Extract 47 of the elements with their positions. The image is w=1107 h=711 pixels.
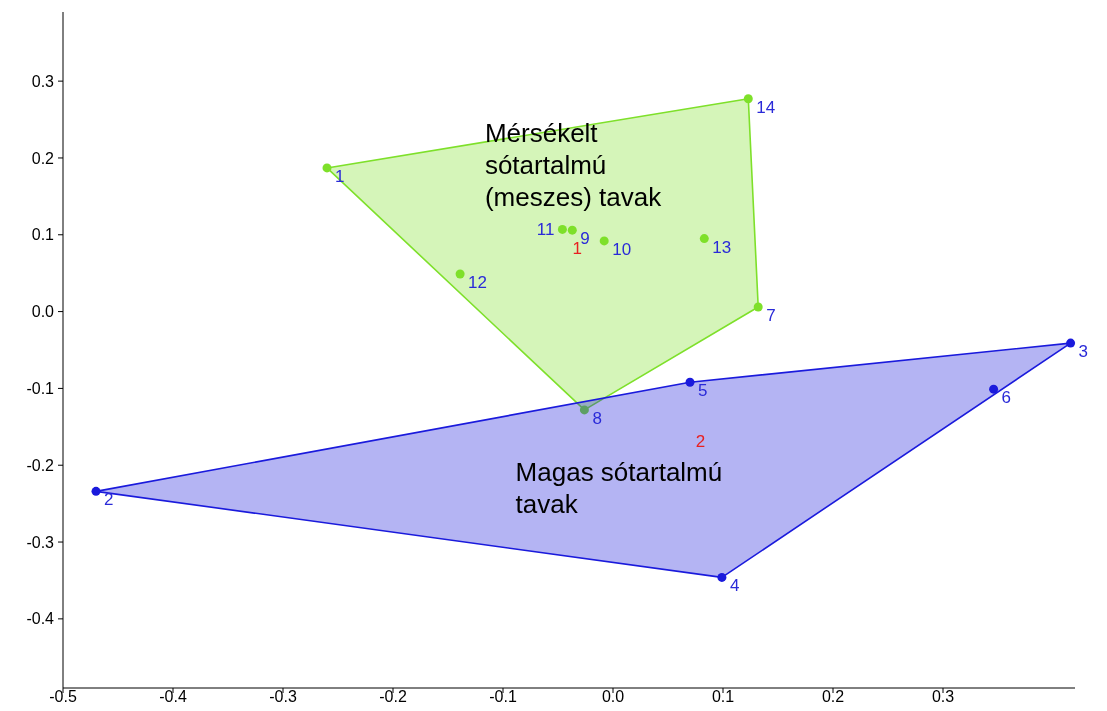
- point: [753, 302, 763, 312]
- point: [567, 225, 577, 235]
- point: [599, 236, 609, 246]
- annotation: 11: [536, 220, 555, 240]
- y-tick-label: -0.3: [26, 533, 55, 551]
- y-tick-label: -0.1: [26, 380, 55, 398]
- x-tick-label: -0.1: [489, 688, 517, 705]
- point: [699, 234, 709, 244]
- y-tick-label: -0.2: [26, 456, 55, 474]
- x-tick-label: -0.3: [269, 688, 297, 705]
- x-tick-label: -0.4: [159, 688, 187, 705]
- point: [717, 572, 727, 582]
- annotation: 2: [695, 431, 706, 451]
- text: Magas sótartalmú tavak: [515, 456, 723, 519]
- x-tick-label: 0.0: [601, 688, 625, 705]
- annotation: 6: [1001, 388, 1012, 408]
- annotation: 12: [468, 272, 488, 292]
- x-tick-label: -0.2: [379, 688, 407, 705]
- point: [455, 269, 465, 279]
- y-tick-label: 0.2: [31, 149, 55, 167]
- y-tick-label: 0.0: [31, 303, 55, 321]
- annotation: 9: [580, 229, 590, 249]
- point: [743, 94, 753, 104]
- x-tick-label: 0.2: [821, 688, 845, 705]
- y-tick-label: -0.4: [26, 610, 55, 628]
- x-tick-label: 0.1: [711, 688, 735, 705]
- annotation: 3: [1078, 342, 1089, 362]
- point: [579, 405, 589, 415]
- annotation: 1: [572, 239, 582, 259]
- point: [685, 377, 695, 387]
- point: [1066, 338, 1076, 348]
- annotation: 4: [729, 576, 740, 596]
- annotation: 13: [712, 237, 732, 257]
- point: [322, 163, 332, 173]
- annotation: 10: [612, 239, 632, 259]
- y-tick-label: 0.1: [31, 226, 55, 244]
- x-tick-label: 0.3: [931, 688, 955, 705]
- point: [989, 384, 999, 394]
- point: [91, 486, 101, 496]
- annotation: 7: [766, 305, 776, 325]
- annotation: 8: [592, 408, 602, 428]
- y-tick-label: 0.3: [31, 72, 55, 90]
- point: [557, 224, 567, 234]
- x-tick-label: -0.5: [49, 688, 77, 705]
- annotation: 2: [104, 490, 114, 510]
- annotation: 14: [756, 97, 776, 117]
- annotation: 5: [698, 381, 708, 401]
